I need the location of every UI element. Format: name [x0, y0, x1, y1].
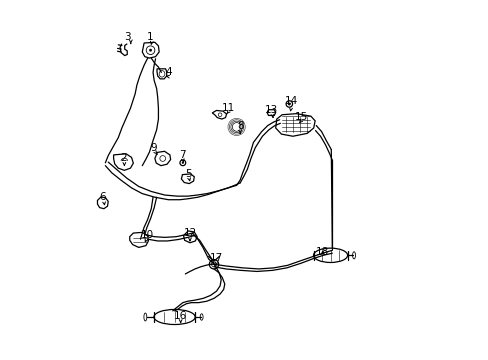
Text: 13: 13 — [264, 105, 278, 115]
Text: 16: 16 — [174, 311, 187, 320]
Text: 7: 7 — [179, 150, 186, 160]
Text: 17: 17 — [209, 253, 223, 263]
Text: 6: 6 — [100, 192, 106, 202]
Text: 14: 14 — [284, 96, 297, 106]
Text: 8: 8 — [236, 121, 243, 131]
Text: 18: 18 — [315, 247, 328, 257]
Text: 3: 3 — [124, 32, 131, 41]
Text: 5: 5 — [185, 168, 192, 179]
Circle shape — [287, 103, 290, 105]
Text: 10: 10 — [140, 230, 153, 239]
Text: 4: 4 — [165, 67, 172, 77]
Text: 12: 12 — [183, 228, 196, 238]
Text: 15: 15 — [295, 112, 308, 122]
Text: 2: 2 — [120, 153, 126, 163]
Text: 11: 11 — [221, 103, 235, 113]
Text: 1: 1 — [147, 32, 154, 41]
Circle shape — [182, 162, 183, 164]
Circle shape — [149, 49, 152, 51]
Text: 9: 9 — [150, 143, 157, 153]
